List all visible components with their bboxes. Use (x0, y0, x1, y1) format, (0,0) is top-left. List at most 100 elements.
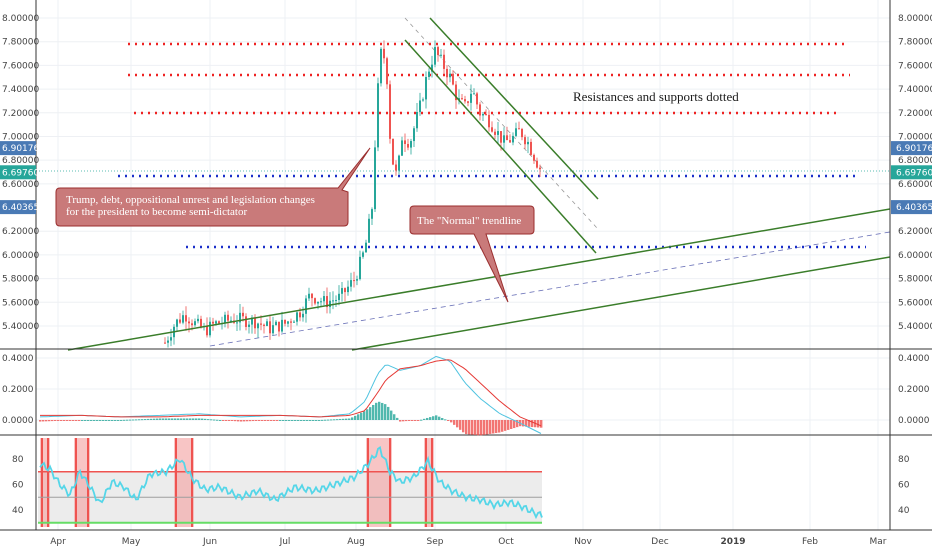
price-tick-right: 7.60000 (898, 61, 932, 71)
macd-hist-bar (462, 420, 465, 433)
macd-hist-bar (261, 420, 264, 421)
candle-body (350, 280, 352, 287)
candle-body (371, 209, 373, 219)
macd-pane (39, 355, 543, 436)
candle-body (179, 319, 181, 323)
macd-hist-bar (201, 418, 204, 420)
macd-hist-bar (495, 420, 498, 434)
macd-hist-bar (417, 420, 420, 421)
macd-hist-bar (66, 420, 69, 421)
macd-hist-bar (309, 420, 312, 421)
macd-hist-bar (189, 418, 192, 420)
macd-hist-bar (171, 418, 174, 420)
candle-body (461, 98, 463, 100)
macd-hist-bar (195, 418, 198, 420)
macd-hist-bar (222, 420, 225, 421)
macd-hist-bar (390, 410, 393, 420)
macd-hist-bar (144, 419, 147, 421)
candle-body (245, 316, 247, 327)
macd-hist-bar (318, 420, 321, 421)
macd-hist-bar (336, 419, 339, 421)
candle-body (359, 256, 361, 280)
annotation-trump: Trump, debt, oppositional unrest and leg… (55, 147, 371, 227)
macd-hist-bar (282, 420, 285, 421)
macd-hist-bar (363, 411, 366, 420)
macd-hist-bar (225, 420, 228, 421)
macd-hist-bar (213, 419, 216, 421)
candle-body (272, 325, 274, 334)
price-tick-right: 7.20000 (898, 109, 932, 119)
macd-hist-bar (255, 420, 258, 421)
rsi-overbought-zone (174, 438, 194, 527)
macd-hist-bar (258, 420, 261, 421)
macd-hist-bar (147, 418, 150, 420)
macd-hist-bar (432, 416, 435, 420)
candle-body (431, 64, 433, 72)
macd-hist-bar (288, 420, 291, 421)
time-tick: May (122, 537, 141, 547)
downtrend-upper (429, 17, 599, 200)
candle-body (539, 167, 541, 170)
candle-body (365, 242, 367, 253)
price-tick-left: 7.20000 (2, 109, 39, 119)
macd-tick-left: 0.2000 (2, 385, 34, 395)
macd-hist-bar (63, 420, 66, 421)
rsi-line (39, 446, 543, 520)
price-tag-left (0, 200, 36, 215)
candle-body (329, 300, 331, 308)
candle-body (524, 137, 526, 145)
candle-body (293, 321, 295, 323)
rsi-overbought-zone (366, 438, 392, 527)
macd-hist-bar (312, 420, 315, 421)
time-tick: Jul (279, 537, 291, 547)
resistances-label: Resistances and supports dotted (573, 89, 739, 104)
price-tick-left: 6.00000 (2, 251, 39, 261)
macd-hist-bar (327, 419, 330, 421)
macd-hist-bar (99, 420, 102, 421)
macd-hist-bar (414, 420, 417, 421)
uptrend-lower (351, 256, 891, 351)
candle-body (257, 323, 259, 329)
annotation-normal-trendline: The "Normal" trendline (409, 205, 535, 303)
candle-body (413, 128, 415, 142)
rsi-tick-right: 40 (898, 506, 910, 516)
candle-body (515, 128, 517, 136)
macd-hist-bar (267, 420, 270, 421)
price-tick-right: 6.60000 (898, 180, 932, 190)
candle-body (398, 155, 400, 171)
macd-hist-bar (372, 404, 375, 420)
time-tick: Apr (50, 537, 66, 547)
macd-hist-bar (465, 420, 468, 435)
macd-hist-bar (423, 418, 426, 420)
candle-body (464, 99, 466, 102)
macd-hist-bar (90, 420, 93, 421)
candle-body (440, 54, 442, 56)
price-tag-left-text: 6.90176 (2, 144, 39, 154)
price-tick-left: 6.20000 (2, 227, 39, 237)
candle-body (476, 93, 478, 105)
price-tick-left: 7.00000 (2, 132, 39, 142)
macd-hist-bar (84, 420, 87, 421)
rsi-tick-left: 60 (12, 481, 24, 491)
rsi-tick-left: 40 (12, 506, 24, 516)
macd-hist-bar (405, 420, 408, 422)
candle-body (449, 73, 451, 78)
price-tick-right: 6.00000 (898, 251, 932, 261)
macd-hist-bar (138, 419, 141, 421)
macd-hist-bar (279, 420, 282, 421)
signal-line (40, 359, 542, 427)
price-tick-right: 8.00000 (898, 14, 932, 24)
candle-body (242, 312, 244, 317)
candle-body (227, 314, 229, 321)
macd-hist-bar (87, 420, 90, 421)
macd-hist-bar (450, 420, 453, 423)
rsi-tick-right: 60 (898, 481, 910, 491)
price-tag-right (891, 200, 932, 215)
chart-grid (36, 0, 890, 530)
macd-hist-bar (399, 420, 402, 422)
down-channel-midline (404, 17, 598, 229)
candle-body (185, 315, 187, 322)
macd-hist-bar (210, 419, 213, 421)
time-tick: Dec (651, 537, 668, 547)
macd-tick-right: 0.0000 (898, 416, 930, 426)
